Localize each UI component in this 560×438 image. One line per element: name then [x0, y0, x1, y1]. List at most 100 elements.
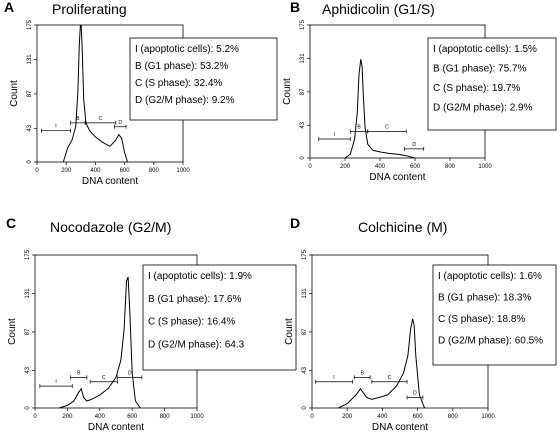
stats-line: I (apoptotic cells): 1.9% — [148, 271, 252, 282]
x-tick-label: 800 — [160, 414, 171, 420]
y-tick-label: 0 — [302, 406, 308, 410]
gate-label: I — [55, 379, 56, 385]
stats-line: I (apoptotic cells): 1.6% — [438, 271, 542, 282]
gate-label: I — [333, 375, 334, 381]
panel-title: Colchicine (M) — [358, 219, 447, 235]
x-tick-label: 0 — [33, 414, 37, 420]
stats-box — [432, 264, 557, 366]
x-tick-label: 1000 — [478, 164, 492, 170]
x-tick-label: 400 — [375, 164, 386, 170]
y-axis-label: Count — [284, 318, 295, 345]
stats-line: C (S phase): 32.4% — [135, 78, 222, 89]
x-tick-label: 200 — [342, 414, 353, 420]
stats-line: D (G2/M phase): 64.3 — [148, 339, 245, 350]
x-tick-label: 600 — [410, 164, 421, 170]
x-tick-label: 1000 — [481, 414, 495, 420]
panel-label: D — [290, 215, 300, 231]
y-tick-label: 43 — [27, 124, 33, 131]
gate-label: B — [76, 116, 80, 122]
gate-label: B — [360, 370, 364, 376]
y-axis-label: Count — [9, 80, 20, 107]
x-tick-label: 1000 — [176, 168, 190, 174]
gate-label: D — [128, 370, 132, 376]
y-axis-label: Count — [7, 318, 18, 345]
stats-line: D (G2/M phase): 9.2% — [135, 95, 235, 106]
x-tick-label: 600 — [413, 414, 424, 420]
y-tick-label: 43 — [25, 366, 31, 373]
stats-line: C (S phase): 18.8% — [438, 314, 525, 325]
y-tick-label: 131 — [25, 288, 31, 299]
gate-label: C — [388, 375, 392, 381]
stats-line: C (S phase): 19.7% — [433, 83, 520, 94]
panel-title: Aphidicolin (G1/S) — [322, 1, 435, 17]
x-tick-label: 200 — [61, 168, 72, 174]
stats-box — [129, 37, 278, 121]
y-tick-label: 87 — [25, 328, 31, 335]
gate-label: B — [77, 370, 81, 376]
stats-line: C (S phase): 16.4% — [148, 317, 235, 328]
y-tick-label: 0 — [300, 156, 306, 160]
gate-label: D — [118, 120, 122, 126]
stats-line: B (G1 phase): 53.2% — [135, 61, 228, 72]
x-axis-label: DNA content — [88, 422, 144, 433]
panel-title: Nocodazole (G2/M) — [50, 219, 171, 235]
y-tick-label: 175 — [302, 249, 308, 260]
y-tick-label: 131 — [302, 288, 308, 299]
stats-box — [427, 37, 557, 131]
y-tick-label: 87 — [300, 88, 306, 95]
y-tick-label: 87 — [27, 90, 33, 97]
x-tick-label: 600 — [127, 414, 138, 420]
x-tick-label: 1000 — [190, 414, 204, 420]
x-tick-label: 800 — [448, 414, 459, 420]
x-tick-label: 200 — [340, 164, 351, 170]
y-tick-label: 175 — [27, 19, 33, 30]
stats-line: B (G1 phase): 75.7% — [433, 64, 526, 75]
y-tick-label: 175 — [25, 249, 31, 260]
gate-label: C — [385, 124, 389, 130]
stats-line: I (apoptotic cells): 1.5% — [433, 44, 537, 55]
stats-line: B (G1 phase): 18.3% — [438, 293, 531, 304]
histogram-curve — [338, 318, 426, 408]
y-tick-label: 131 — [27, 54, 33, 65]
histogram-curve — [59, 276, 141, 408]
panel-label: A — [4, 0, 14, 15]
x-tick-label: 400 — [95, 414, 106, 420]
panel-label: B — [290, 0, 300, 15]
gate-label: C — [99, 116, 103, 122]
gate-label: C — [102, 375, 106, 381]
stats-line: D (G2/M phase): 2.9% — [433, 103, 533, 114]
y-tick-label: 43 — [302, 366, 308, 373]
x-tick-label: 0 — [35, 168, 39, 174]
x-tick-label: 200 — [62, 414, 73, 420]
gate-label: D — [413, 391, 417, 397]
x-axis-label: DNA content — [372, 422, 428, 433]
gate-label: B — [357, 124, 361, 130]
gate-label: I — [55, 124, 56, 130]
stats-box — [142, 264, 297, 371]
y-tick-label: 0 — [25, 406, 31, 410]
gate-label: D — [412, 142, 416, 148]
x-tick-label: 0 — [308, 164, 312, 170]
y-tick-label: 0 — [27, 160, 33, 164]
x-tick-label: 800 — [149, 168, 160, 174]
x-tick-label: 400 — [377, 414, 388, 420]
y-tick-label: 87 — [302, 328, 308, 335]
panel-label: C — [6, 215, 16, 231]
x-axis-label: DNA content — [82, 176, 138, 187]
y-tick-label: 43 — [300, 121, 306, 128]
histogram-curve — [344, 59, 416, 158]
y-tick-label: 131 — [300, 53, 306, 64]
x-tick-label: 600 — [120, 168, 131, 174]
x-tick-label: 400 — [90, 168, 101, 174]
stats-line: I (apoptotic cells): 5.2% — [135, 44, 239, 55]
y-tick-label: 175 — [300, 19, 306, 30]
stats-line: D (G2/M phase): 60.5% — [438, 336, 543, 347]
histogram-curve — [62, 25, 128, 162]
x-tick-label: 800 — [445, 164, 456, 170]
x-axis-label: DNA content — [369, 172, 425, 183]
gate-label: I — [334, 132, 335, 138]
stats-line: B (G1 phase): 17.6% — [148, 294, 241, 305]
panel-title: Proliferating — [52, 1, 127, 17]
